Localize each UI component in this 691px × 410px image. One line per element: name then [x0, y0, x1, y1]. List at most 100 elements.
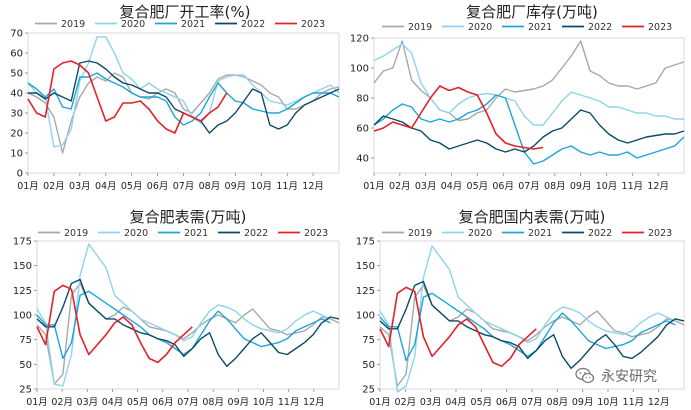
legend-item: 2022 — [215, 19, 265, 30]
series-line-2022 — [379, 280, 685, 369]
legend-item: 2019 — [382, 228, 432, 239]
x-tick-label: 09月 — [572, 397, 594, 408]
legend-label: 2022 — [588, 228, 612, 239]
y-tick-label: 175 — [356, 237, 375, 248]
x-tick-label: 11月 — [622, 181, 644, 192]
y-tick-label: 150 — [13, 261, 32, 272]
x-tick-label: 10月 — [596, 181, 618, 192]
x-tick-label: 08月 — [202, 397, 224, 408]
legend-label: 2021 — [181, 19, 205, 30]
plot-frame — [373, 37, 685, 174]
x-tick-label: 02月 — [395, 397, 417, 408]
legend-item: 2021 — [158, 228, 208, 239]
series-line-2022 — [36, 278, 340, 367]
chart-title: 复合肥厂开工率(%) — [120, 3, 251, 21]
legend-item: 2020 — [98, 228, 148, 239]
x-tick-label: 01月 — [369, 397, 391, 408]
x-tick-label: 06月 — [152, 397, 174, 408]
legend-label: 2020 — [468, 228, 492, 239]
y-tick-label: 120 — [350, 34, 369, 45]
legend-label: 2022 — [241, 19, 265, 30]
legend-item: 2020 — [442, 22, 492, 33]
y-tick-label: 70 — [10, 29, 23, 40]
y-tick-label: 25 — [362, 385, 375, 396]
legend-item: 2023 — [622, 22, 672, 33]
x-tick-label: 07月 — [173, 181, 195, 192]
x-tick-label: 10月 — [253, 397, 275, 408]
series-line-2023 — [379, 286, 537, 368]
x-tick-label: 07月 — [521, 397, 543, 408]
x-tick-label: 02月 — [51, 397, 73, 408]
x-tick-label: 11月 — [623, 397, 645, 408]
y-tick-label: 100 — [350, 64, 369, 75]
series-line-2021 — [36, 290, 331, 360]
y-tick-label: 60 — [356, 124, 369, 135]
legend-label: 2019 — [408, 228, 432, 239]
x-tick-label: 06月 — [496, 397, 518, 408]
x-tick-label: 11月 — [276, 181, 298, 192]
watermark-text: 永安研究 — [601, 369, 657, 385]
series-line-2023 — [373, 85, 544, 150]
y-tick-label: 50 — [19, 360, 32, 371]
x-tick-label: 03月 — [69, 181, 91, 192]
legend-label: 2023 — [301, 19, 325, 30]
plot-frame — [36, 240, 340, 390]
y-tick-label: 100 — [356, 311, 375, 322]
y-tick-label: 75 — [19, 335, 32, 346]
y-tick-label: 50 — [362, 360, 375, 371]
x-tick-label: 06月 — [147, 181, 169, 192]
x-tick-label: 07月 — [177, 397, 199, 408]
legend-label: 2021 — [184, 228, 208, 239]
legend-label: 2021 — [528, 22, 552, 33]
x-tick-label: 04月 — [95, 181, 117, 192]
legend-item: 2023 — [275, 19, 325, 30]
x-tick-label: 09月 — [225, 181, 247, 192]
x-tick-label: 01月 — [363, 181, 385, 192]
x-tick-label: 03月 — [420, 397, 442, 408]
series-line-2020 — [373, 43, 684, 126]
series-line-2021 — [379, 292, 676, 362]
x-tick-label: 06月 — [492, 181, 514, 192]
legend-item: 2021 — [155, 19, 205, 30]
legend-label: 2019 — [64, 228, 88, 239]
chart-apparent-demand: 复合肥表需(万吨) 2019 2020 2021 2022 2023 25 50 75 100 12… — [13, 208, 340, 408]
y-tick-label: 40 — [356, 154, 369, 165]
x-tick-label: 05月 — [127, 397, 149, 408]
y-tick-label: 75 — [362, 335, 375, 346]
legend-label: 2022 — [244, 228, 268, 239]
series-line-2020 — [36, 243, 331, 387]
x-tick-label: 09月 — [228, 397, 250, 408]
y-tick-label: 40 — [10, 89, 23, 100]
series-line-2021 — [27, 72, 340, 126]
x-tick-label: 11月 — [278, 397, 300, 408]
y-tick-label: 50 — [10, 69, 23, 80]
x-tick-label: 05月 — [467, 181, 489, 192]
x-tick-label: 05月 — [471, 397, 493, 408]
legend-label: 2020 — [121, 19, 145, 30]
series-line-2019 — [36, 282, 340, 385]
legend-label: 2023 — [304, 228, 328, 239]
y-tick-label: 10 — [10, 149, 23, 160]
x-tick-label: 10月 — [597, 397, 619, 408]
legend-item: 2020 — [442, 228, 492, 239]
y-tick-label: 175 — [13, 237, 32, 248]
y-tick-label: 100 — [13, 311, 32, 322]
y-tick-label: 25 — [19, 385, 32, 396]
x-tick-label: 01月 — [17, 181, 39, 192]
legend-item: 2019 — [382, 22, 432, 33]
y-tick-label: 125 — [356, 286, 375, 297]
legend-item: 2019 — [35, 19, 85, 30]
x-tick-label: 07月 — [518, 181, 540, 192]
x-tick-label: 09月 — [570, 181, 592, 192]
series-line-2022 — [373, 109, 685, 153]
x-tick-label: 08月 — [547, 397, 569, 408]
legend-label: 2021 — [528, 228, 552, 239]
x-tick-label: 12月 — [302, 181, 324, 192]
x-tick-label: 12月 — [303, 397, 325, 408]
x-tick-label: 08月 — [199, 181, 221, 192]
x-tick-label: 12月 — [647, 181, 669, 192]
legend-label: 2023 — [648, 228, 672, 239]
legend-label: 2023 — [648, 22, 672, 33]
x-tick-label: 03月 — [415, 181, 437, 192]
